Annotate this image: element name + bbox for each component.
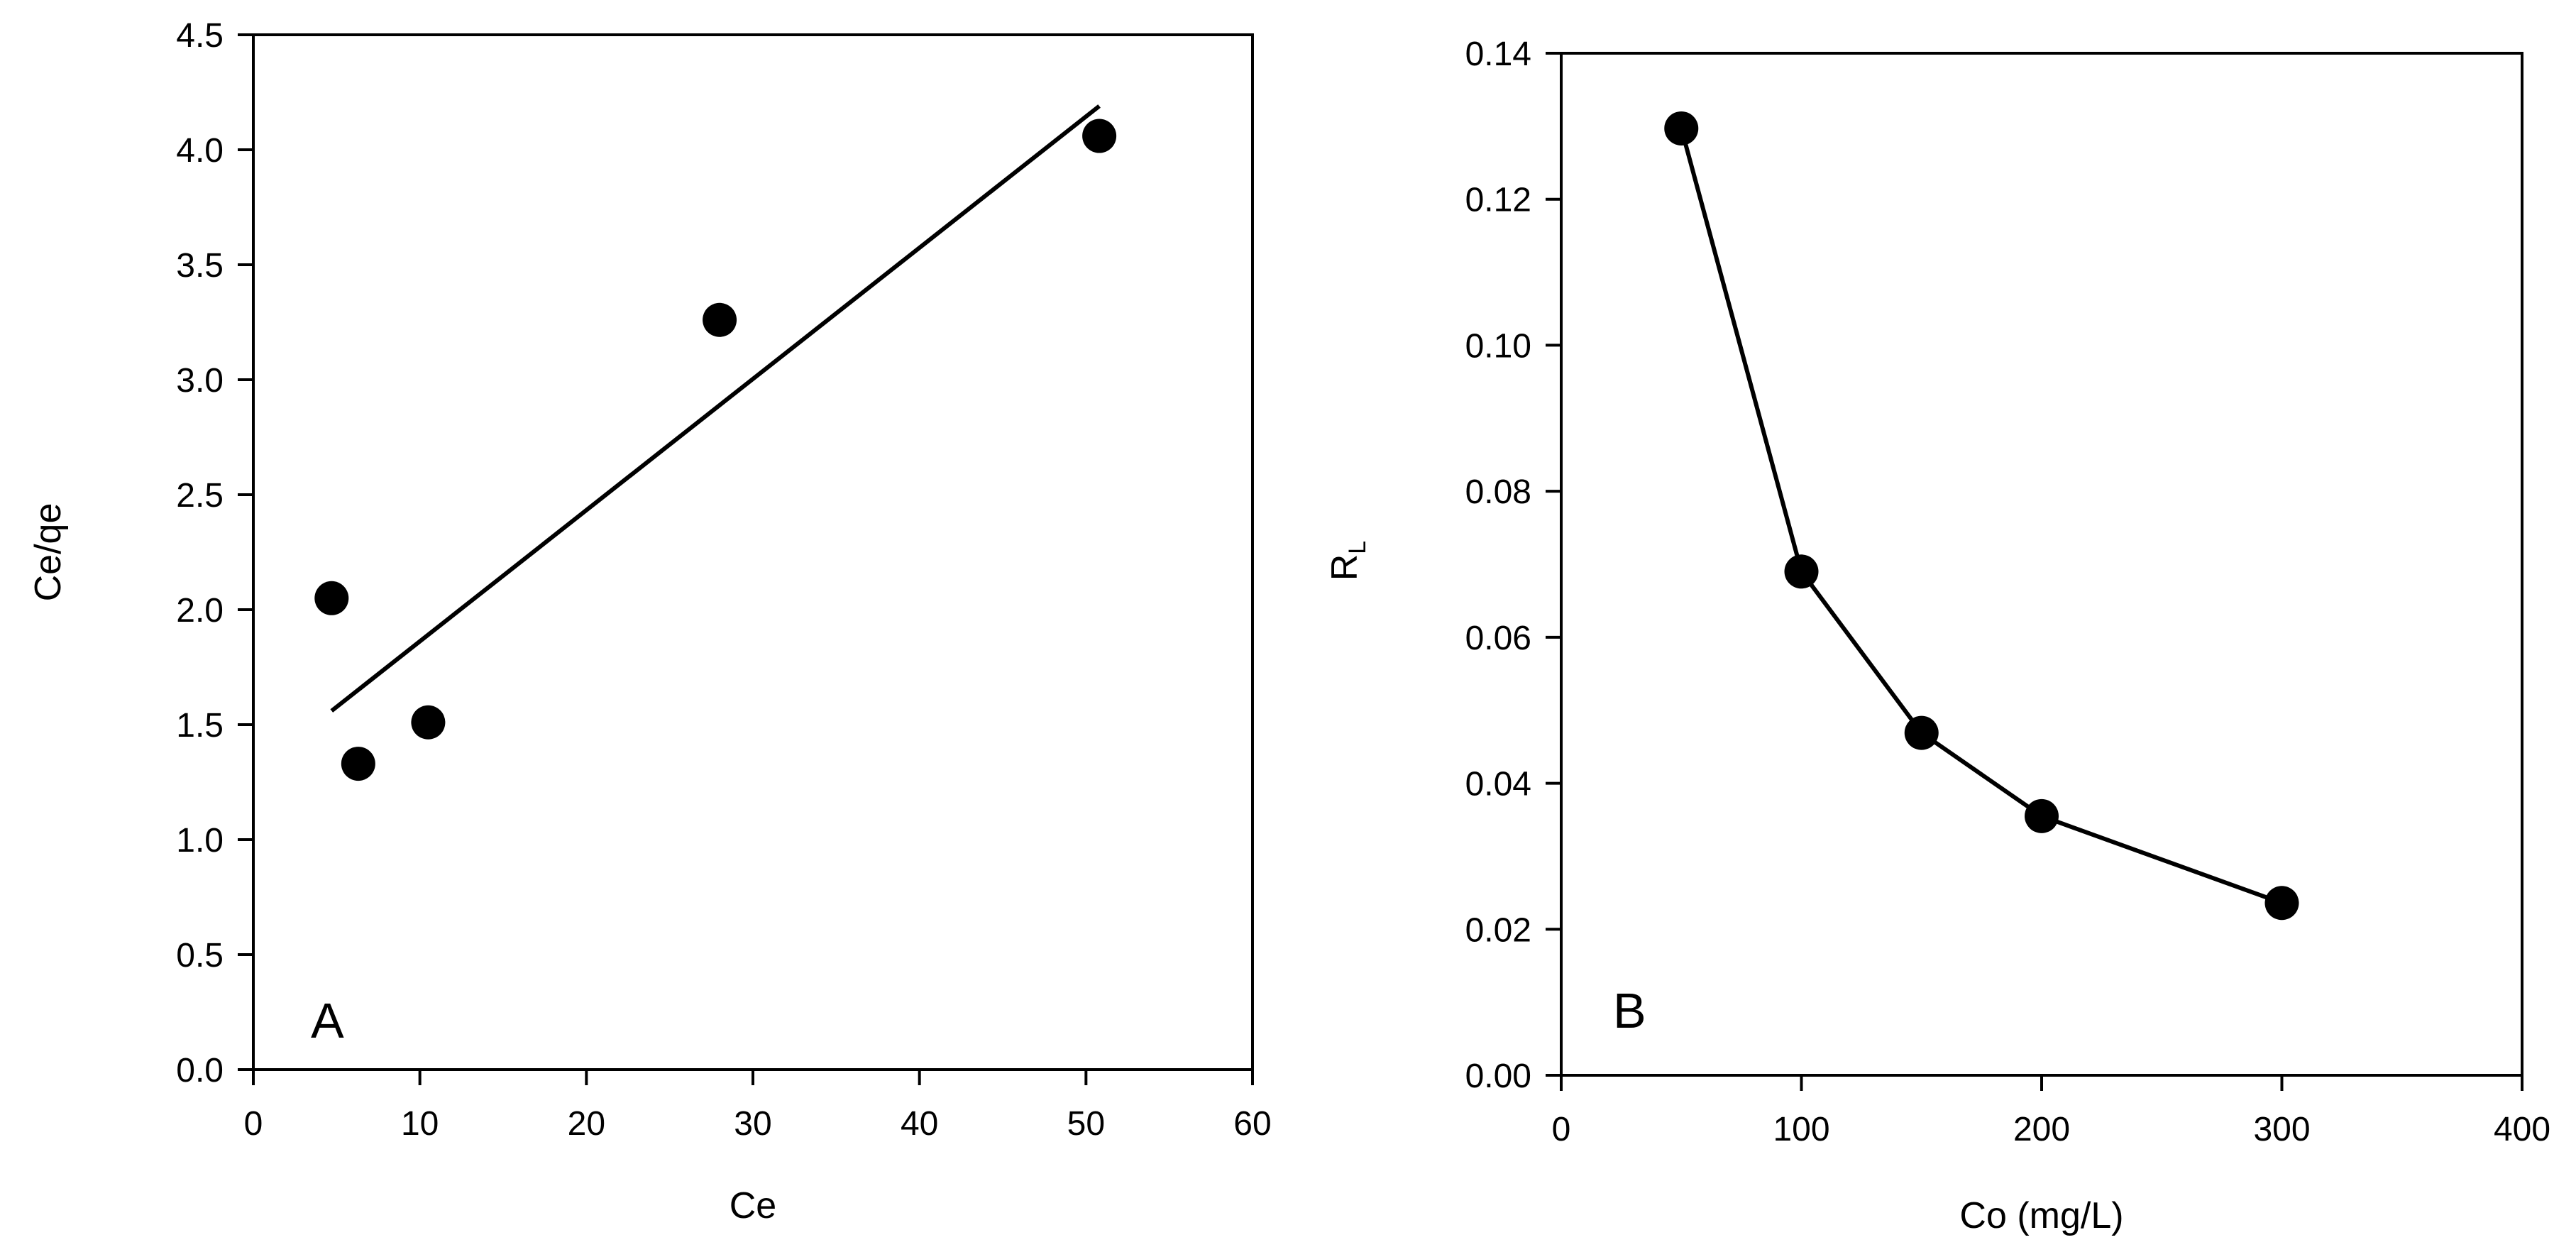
panel-b-y-tick-label: 0.08 [1465,473,1531,511]
panel-b-y-tick-label: 0.06 [1465,620,1531,657]
panel-b-y-ticks: 0.00 0.02 0.04 0.06 0.08 0.10 0.12 0.14 [1465,35,1561,1095]
panel-b-x-tick-label: 200 [2013,1111,2070,1148]
panel-a-plot-frame [252,33,1254,1071]
panel-a-y-tick-label: 0.5 [176,937,224,974]
panel-b-y-tick-label: 0.14 [1465,35,1531,73]
panel-a-y-tick-label: 3.0 [176,362,224,400]
panel-a-y-tick-label: 3.5 [176,247,224,285]
panel-b-series-line [1679,128,2283,906]
panel-a-y-tick-label: 2.0 [176,592,224,630]
panel-a-y-tick-label: 1.0 [176,822,224,860]
panel-a-data-point [314,581,349,615]
panel-b-x-tick-label: 300 [2253,1111,2310,1148]
panel-b-x-tick-label: 0 [1552,1111,1571,1148]
panel-a-data-point [703,302,737,337]
panel-a-data-point [1082,119,1117,153]
svg-text:RL: RL [1324,541,1371,581]
panel-a-data-point [411,705,446,740]
panel-a-x-ticks: 0 10 20 30 40 50 60 [244,1070,1272,1143]
panel-b-letter: B [1613,983,1646,1038]
panel-a-x-axis-label: Ce [730,1185,776,1226]
panel-b-data-point [1664,111,1699,145]
panel-b-y-tick-label: 0.02 [1465,911,1531,949]
panel-b-y-tick-label: 0.00 [1465,1058,1531,1095]
panel-a-x-tick-label: 30 [734,1105,771,1143]
panel-a-x-tick-label: 60 [1233,1105,1271,1143]
panel-b-data-point [1784,554,1819,589]
panel-a-trendline [330,104,1101,713]
panel-b-x-tick-label: 400 [2494,1111,2550,1148]
panel-b-plot-frame [1560,52,2523,1077]
panel-b-y-tick-label: 0.10 [1465,327,1531,365]
panel-b-data-point [1904,715,1939,750]
panel-a-x-tick-label: 0 [244,1105,263,1143]
panel-a-x-tick-label: 10 [401,1105,439,1143]
panel-b-data-point [2025,798,2059,833]
panel-a-y-tick-label: 0.0 [176,1052,224,1089]
panel-a-y-tick-label: 4.0 [176,132,224,170]
panel-a-y-tick-label: 4.5 [176,17,224,55]
panel-a-x-tick-label: 50 [1067,1105,1105,1143]
panel-b-y-tick-label: 0.12 [1465,182,1531,219]
panel-b-x-tick-label: 100 [1773,1111,1829,1148]
panel-a-x-tick-label: 20 [568,1105,605,1143]
panel-b-y-axis-label-sub: L [1344,541,1371,554]
panel-a-marks [314,104,1117,781]
panel-a-data-point [341,747,375,781]
panel-a-y-ticks: 0.0 0.5 1.0 1.5 2.0 2.5 3.0 3.5 4.0 4.5 [176,17,253,1089]
panel-b-x-ticks: 0 100 200 300 400 [1552,1075,2550,1148]
panel-b-y-tick-label: 0.04 [1465,766,1531,803]
panel-b-x-axis-label: Co (mg/L) [1959,1195,2123,1236]
panel-b-data-point [2264,886,2299,921]
panel-a-chart: 0.0 0.5 1.0 1.5 2.0 2.5 3.0 3.5 4.0 4.5 0 10 20 30 40… [28,17,1272,1226]
panel-a-y-tick-label: 2.5 [176,477,224,515]
panel-a-y-axis-label: Ce/qe [28,503,69,602]
panel-b-chart: 0.00 0.02 0.04 0.06 0.08 0.10 0.12 0.14 0 100 200… [1324,35,2550,1236]
panel-a-letter: A [311,993,344,1048]
panel-a-x-tick-label: 40 [901,1105,938,1143]
panel-b-y-axis-label: RL [1324,541,1371,581]
panel-b-y-axis-label-main: R [1324,554,1365,581]
panel-b-marks [1664,111,2299,921]
panel-a-y-tick-label: 1.5 [176,707,224,745]
